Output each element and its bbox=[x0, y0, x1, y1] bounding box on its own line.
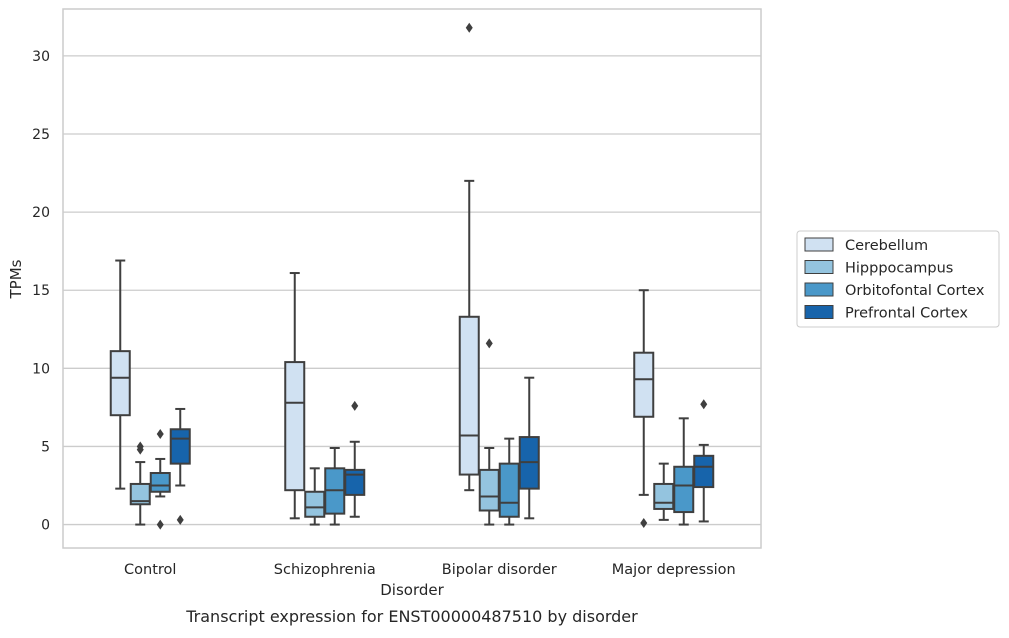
legend-label: Hipppocampus bbox=[845, 261, 953, 277]
y-tick-label: 5 bbox=[41, 439, 50, 455]
y-tick-labels: 0 5 10 15 20 25 30 bbox=[32, 49, 50, 534]
box-cerebellum bbox=[458, 22, 480, 492]
legend-label: Prefrontal Cortex bbox=[845, 306, 968, 322]
box-orbitofontal-cortex bbox=[498, 437, 520, 526]
y-tick-label: 0 bbox=[41, 518, 50, 534]
y-tick-label: 25 bbox=[32, 127, 50, 143]
box-body bbox=[693, 454, 715, 489]
outlier-point bbox=[156, 519, 164, 530]
y-tick-label: 10 bbox=[32, 361, 50, 377]
box-cerebellum bbox=[109, 259, 131, 490]
x-axis-label: Disorder bbox=[380, 581, 444, 599]
box-body bbox=[458, 315, 480, 476]
legend-swatch bbox=[804, 282, 834, 297]
x-tick-label: Major depression bbox=[612, 562, 736, 578]
x-tick-label: Schizophrenia bbox=[274, 562, 376, 578]
legend-items: Cerebellum Hipppocampus Orbitofontal Corte… bbox=[804, 237, 985, 322]
box-prefrontal-cortex bbox=[693, 399, 715, 523]
box-body bbox=[284, 361, 306, 492]
outlier-point bbox=[351, 400, 359, 411]
box-body bbox=[478, 468, 500, 512]
box-orbitofontal-cortex bbox=[149, 428, 171, 530]
y-axis-label: TPMs bbox=[7, 259, 25, 299]
box-hipppocampus bbox=[304, 467, 326, 526]
outlier-point bbox=[465, 22, 473, 33]
outlier-point bbox=[156, 428, 164, 439]
box-body bbox=[344, 468, 366, 496]
outlier-point bbox=[700, 399, 708, 410]
box-body bbox=[169, 428, 191, 465]
box-hipppocampus bbox=[129, 441, 151, 526]
outlier-point bbox=[485, 338, 493, 349]
box-hipppocampus bbox=[478, 338, 500, 526]
box-cerebellum bbox=[284, 272, 306, 520]
box-prefrontal-cortex bbox=[344, 400, 366, 518]
chart-caption: Transcript expression for ENST0000048751… bbox=[185, 607, 638, 626]
box-cerebellum bbox=[633, 289, 655, 529]
legend-swatch bbox=[804, 260, 834, 274]
outlier-point bbox=[176, 514, 184, 525]
y-tick-label: 30 bbox=[32, 49, 50, 65]
y-tick-label: 20 bbox=[32, 205, 50, 221]
x-tick-label: Bipolar disorder bbox=[442, 562, 557, 578]
box-body bbox=[673, 465, 695, 514]
box-body bbox=[149, 472, 171, 493]
box-body bbox=[129, 482, 151, 506]
legend: Cerebellum Hipppocampus Orbitofontal Corte… bbox=[796, 230, 1000, 328]
x-tick-labels: Control Schizophrenia Bipolar disorder Majo… bbox=[124, 562, 736, 578]
box-prefrontal-cortex bbox=[518, 376, 540, 520]
box-body bbox=[304, 490, 326, 518]
box-body bbox=[633, 351, 655, 418]
x-tick-label: Control bbox=[124, 562, 176, 578]
outlier-point bbox=[640, 518, 648, 529]
legend-label: Cerebellum bbox=[845, 238, 928, 254]
outlier-point bbox=[136, 444, 144, 455]
legend-swatch bbox=[804, 305, 834, 319]
legend-frame bbox=[796, 230, 1000, 328]
boxes bbox=[109, 22, 715, 530]
box-body bbox=[498, 462, 520, 518]
legend-swatch bbox=[804, 237, 834, 252]
box-orbitofontal-cortex bbox=[324, 447, 346, 526]
box-body bbox=[109, 350, 131, 417]
y-tick-label: 15 bbox=[32, 283, 50, 299]
plot-area-frame bbox=[62, 8, 762, 549]
box-orbitofontal-cortex bbox=[673, 417, 695, 526]
box-body bbox=[653, 482, 675, 510]
box-prefrontal-cortex bbox=[169, 407, 191, 525]
grid-lines bbox=[63, 55, 761, 526]
legend-label: Orbitofontal Cortex bbox=[845, 283, 985, 299]
box-hipppocampus bbox=[653, 462, 675, 521]
